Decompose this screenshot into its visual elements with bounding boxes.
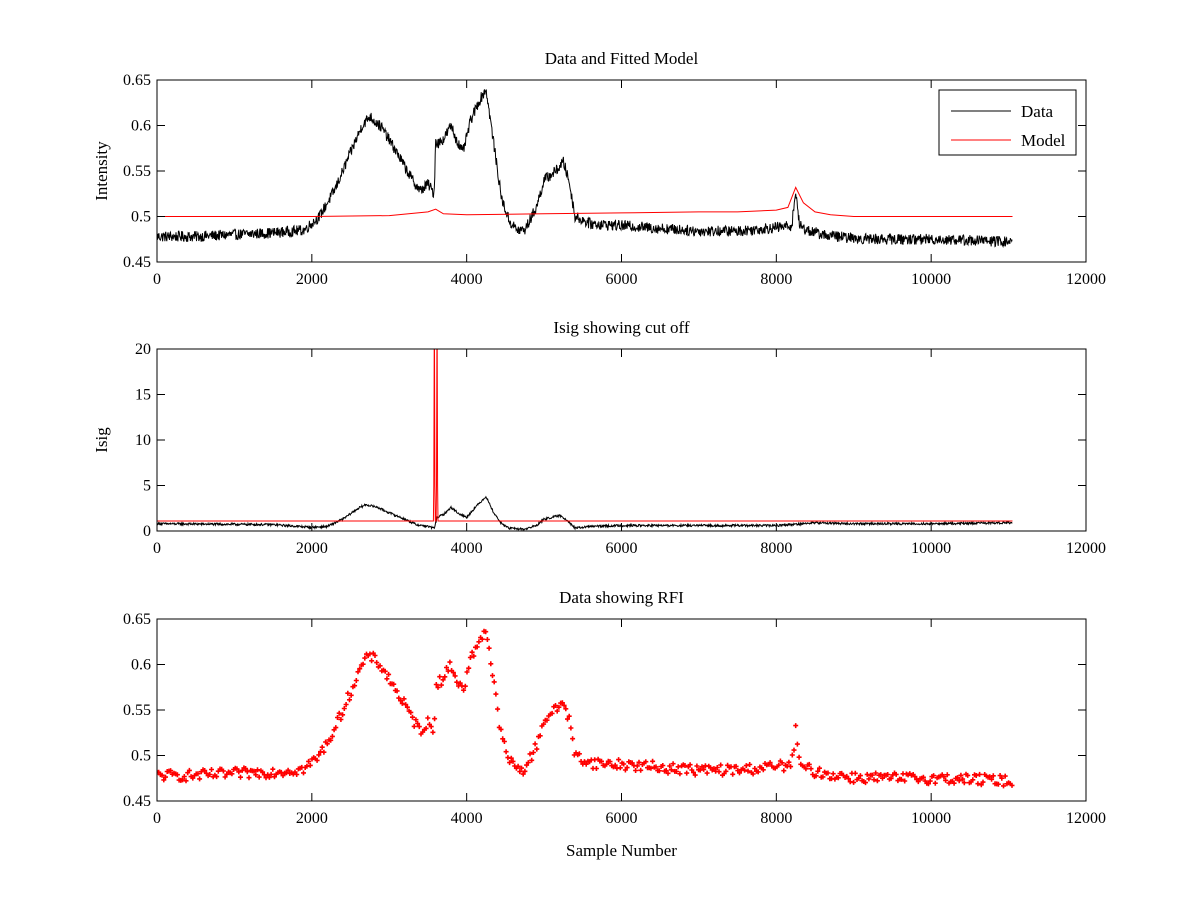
series-group (157, 628, 1015, 789)
x-tick-label: 12000 (1066, 810, 1106, 827)
chart-title: Data and Fitted Model (545, 49, 699, 68)
x-tick-label: 8000 (760, 810, 792, 827)
y-tick-label: 0.6 (131, 657, 151, 674)
y-tick-label: 10 (135, 432, 151, 449)
x-tick-label: 6000 (606, 810, 638, 827)
x-axis-label: Sample Number (566, 841, 677, 860)
x-tick-label: 4000 (451, 271, 483, 288)
y-tick-label: 0.65 (123, 72, 151, 89)
y-tick-label: 5 (143, 478, 151, 495)
x-tick-label: 0 (153, 271, 161, 288)
y-tick-label: 0.5 (131, 209, 151, 226)
x-tick-label: 2000 (296, 271, 328, 288)
y-tick-label: 15 (135, 387, 151, 404)
y-tick-label: 0 (143, 523, 151, 540)
y-tick-label: 0.45 (123, 793, 151, 810)
subplot-3: 0 2000 4000 6000 8000 10000 12000 0.45 0.5 0.55 0.… (123, 588, 1106, 860)
legend: Data Model (938, 89, 1077, 156)
x-tick-label: 6000 (606, 271, 638, 288)
chart-title: Data showing RFI (559, 588, 684, 607)
subplot-1: 0 2000 4000 6000 8000 10000 12000 0.45 0.5 0.55 0.… (92, 49, 1106, 288)
x-tick-label: 0 (153, 810, 161, 827)
series-group (157, 349, 1013, 531)
legend-label-model: Model (1021, 131, 1066, 150)
x-tick-label: 8000 (760, 540, 792, 557)
x-tick-label: 10000 (911, 810, 951, 827)
x-tick-label: 0 (153, 540, 161, 557)
x-tick-label: 2000 (296, 540, 328, 557)
series-line-data (157, 89, 1013, 249)
series-line-model (157, 186, 1013, 217)
x-tick-label: 12000 (1066, 271, 1106, 288)
y-tick-label: 20 (135, 341, 151, 358)
series-line-isig (157, 495, 1013, 531)
y-tick-label: 0.65 (123, 611, 151, 628)
y-tick-label: 0.6 (131, 118, 151, 135)
legend-label-data: Data (1021, 102, 1054, 121)
x-tick-label: 4000 (451, 810, 483, 827)
x-tick-label: 8000 (760, 271, 792, 288)
y-tick-label: 0.45 (123, 254, 151, 271)
x-tick-label: 12000 (1066, 540, 1106, 557)
subplots: 0 2000 4000 6000 8000 10000 120000.450.50.550.… (92, 49, 1106, 860)
x-tick-label: 10000 (911, 271, 951, 288)
subplot-2: 0 2000 4000 6000 8000 10000 12000 0 5 10 15 20 Isig … (92, 318, 1106, 557)
series-group (157, 89, 1013, 249)
series-markers-rfi (157, 628, 1015, 789)
x-tick-label: 2000 (296, 810, 328, 827)
legend-box (938, 89, 1077, 156)
y-axis-label: Isig (92, 427, 111, 453)
y-tick-label: 0.55 (123, 163, 151, 180)
chart-title: Isig showing cut off (553, 318, 689, 337)
y-axis-label: Intensity (92, 141, 111, 201)
series-line-cutoff (157, 349, 1013, 522)
x-tick-label: 4000 (451, 540, 483, 557)
x-tick-label: 6000 (606, 540, 638, 557)
x-tick-label: 10000 (911, 540, 951, 557)
y-tick-label: 0.5 (131, 748, 151, 765)
y-tick-label: 0.55 (123, 702, 151, 719)
